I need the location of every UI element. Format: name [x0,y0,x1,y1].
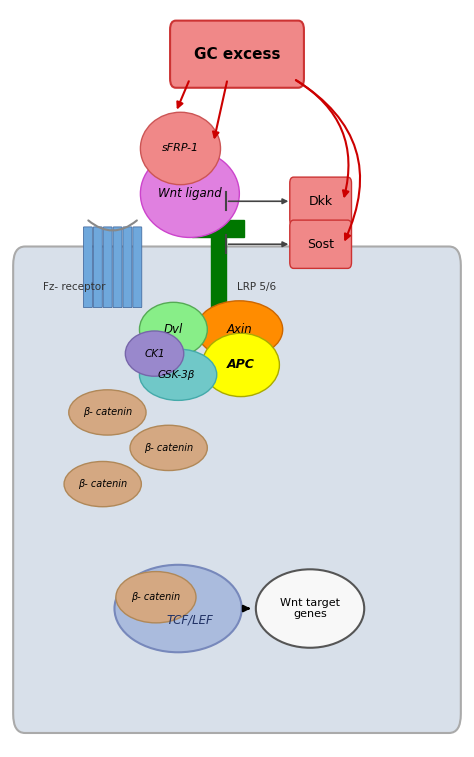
Ellipse shape [196,301,283,358]
Text: GSK-3β: GSK-3β [157,369,194,380]
Ellipse shape [116,572,196,623]
Text: Axin: Axin [227,323,252,336]
Text: sFRP-1: sFRP-1 [162,144,199,154]
Text: Sost: Sost [307,238,334,251]
Text: CK1: CK1 [144,349,165,359]
FancyBboxPatch shape [290,220,352,269]
Bar [192,220,244,237]
FancyBboxPatch shape [13,247,461,733]
Text: LRP 5/6: LRP 5/6 [237,282,276,292]
FancyBboxPatch shape [290,177,352,226]
Ellipse shape [64,462,141,506]
FancyBboxPatch shape [133,227,142,307]
FancyBboxPatch shape [93,227,102,307]
Ellipse shape [140,150,239,238]
Text: β- catenin: β- catenin [83,407,132,417]
Text: Dvl: Dvl [164,323,183,336]
Text: Wnt target
genes: Wnt target genes [280,598,340,619]
Text: β- catenin: β- catenin [78,479,127,489]
Text: Dkk: Dkk [309,195,333,207]
Ellipse shape [115,565,242,653]
Ellipse shape [140,112,220,185]
FancyBboxPatch shape [170,20,304,88]
FancyBboxPatch shape [113,227,122,307]
Text: Fz- receptor: Fz- receptor [43,282,106,292]
FancyBboxPatch shape [103,227,112,307]
Text: β- catenin: β- catenin [144,443,193,453]
FancyBboxPatch shape [83,227,92,307]
Ellipse shape [69,390,146,435]
Bar [210,232,226,378]
Ellipse shape [139,349,217,400]
Ellipse shape [256,569,364,648]
Ellipse shape [130,425,207,471]
Text: GC excess: GC excess [194,47,280,61]
FancyBboxPatch shape [123,227,132,307]
Text: APC: APC [227,358,255,372]
Text: Wnt ligand: Wnt ligand [158,187,222,200]
Ellipse shape [139,302,207,357]
Ellipse shape [202,333,279,397]
Ellipse shape [125,331,184,376]
Text: β- catenin: β- catenin [131,592,181,603]
Text: TCF/LEF: TCF/LEF [166,613,213,626]
